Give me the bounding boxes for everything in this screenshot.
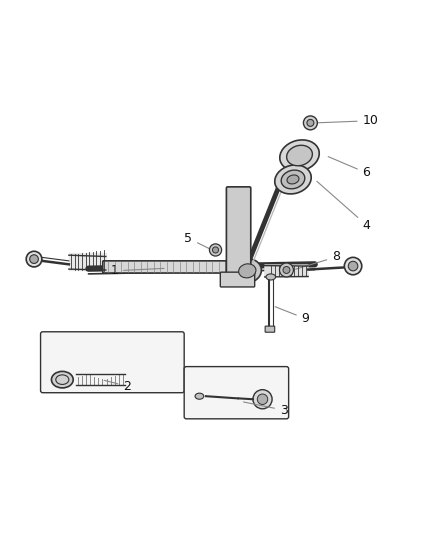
Circle shape: [304, 116, 318, 130]
Circle shape: [209, 244, 222, 256]
FancyBboxPatch shape: [265, 326, 275, 332]
Text: 8: 8: [296, 251, 340, 269]
Ellipse shape: [266, 274, 276, 280]
Circle shape: [348, 261, 358, 271]
Circle shape: [26, 251, 42, 267]
Ellipse shape: [239, 264, 256, 278]
Circle shape: [283, 266, 290, 273]
Text: 3: 3: [244, 402, 288, 417]
FancyBboxPatch shape: [226, 187, 251, 285]
Ellipse shape: [281, 170, 305, 189]
Text: 4: 4: [317, 181, 371, 232]
Text: 10: 10: [318, 114, 378, 127]
Ellipse shape: [195, 393, 204, 399]
FancyBboxPatch shape: [264, 264, 309, 277]
Circle shape: [212, 247, 219, 253]
Ellipse shape: [280, 140, 319, 171]
Text: 7: 7: [232, 190, 240, 209]
Circle shape: [307, 119, 314, 126]
Circle shape: [257, 394, 268, 405]
Circle shape: [253, 390, 272, 409]
FancyBboxPatch shape: [220, 272, 254, 287]
Circle shape: [30, 255, 39, 263]
Text: 6: 6: [328, 157, 371, 180]
Ellipse shape: [233, 259, 261, 283]
FancyBboxPatch shape: [103, 261, 226, 273]
FancyBboxPatch shape: [41, 332, 184, 393]
Text: 5: 5: [184, 232, 211, 249]
Text: 2: 2: [104, 379, 131, 393]
Text: 1: 1: [110, 264, 164, 277]
Ellipse shape: [51, 372, 73, 388]
Text: 9: 9: [275, 306, 310, 325]
Circle shape: [344, 257, 362, 275]
FancyBboxPatch shape: [184, 367, 289, 419]
Ellipse shape: [287, 175, 299, 184]
Ellipse shape: [286, 146, 312, 166]
Ellipse shape: [275, 165, 311, 194]
Circle shape: [279, 263, 293, 277]
